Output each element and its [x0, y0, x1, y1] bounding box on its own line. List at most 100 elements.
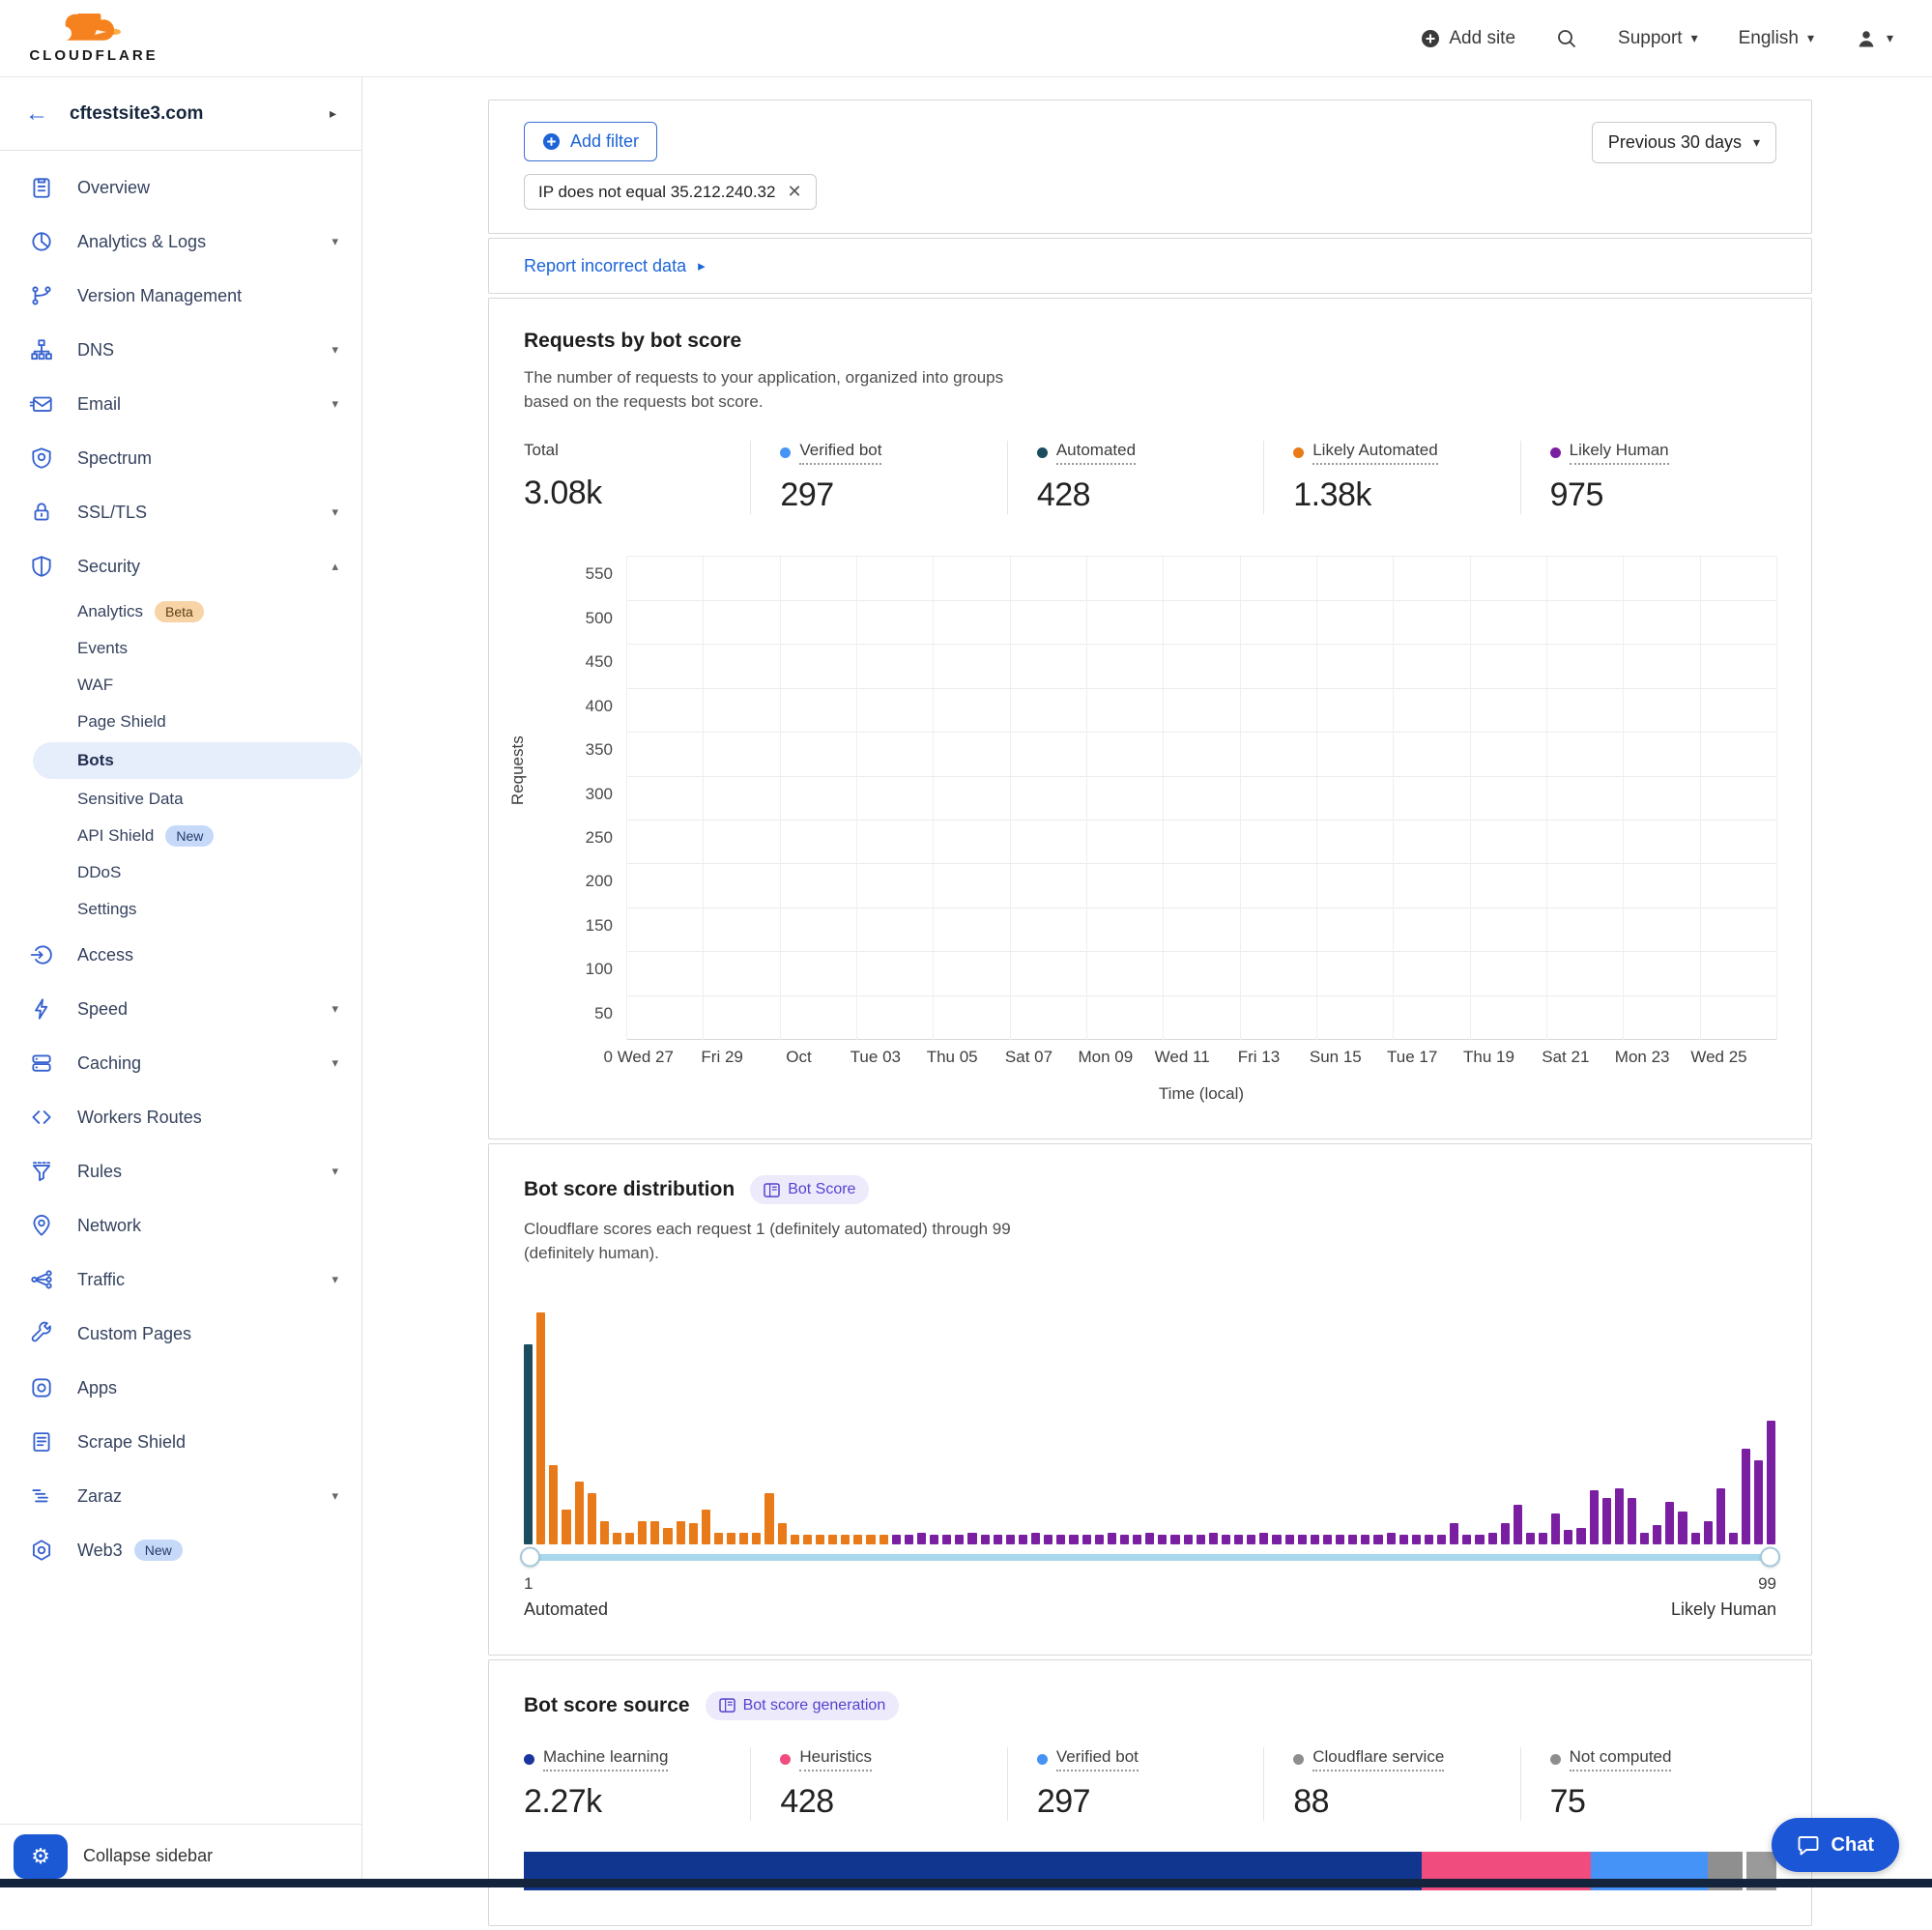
sidebar-item-network[interactable]: Network	[0, 1198, 361, 1253]
sidebar-item-custom-pages[interactable]: Custom Pages	[0, 1307, 361, 1361]
quick-settings-button[interactable]: ⚙	[14, 1834, 68, 1879]
add-site-button[interactable]: Add site	[1421, 28, 1515, 49]
sidebar-item-analytics-logs[interactable]: Analytics & Logs▾	[0, 215, 361, 269]
pie-icon	[29, 229, 54, 254]
search-icon	[1556, 28, 1577, 49]
histogram-bar-score-7	[600, 1521, 609, 1544]
sidebar-item-access[interactable]: Access	[0, 928, 361, 982]
chevron-down-icon: ▾	[332, 1272, 338, 1287]
histogram-bar-score-25	[828, 1535, 837, 1544]
histogram-bar-score-97	[1742, 1449, 1750, 1543]
histogram-bar-score-83	[1564, 1530, 1572, 1543]
sidebar-item-version-management[interactable]: Version Management	[0, 269, 361, 323]
sidebar-item-label: Email	[77, 394, 121, 415]
sidebar-subitem-events[interactable]: Events	[0, 630, 361, 667]
chevron-down-icon: ▾	[332, 1001, 338, 1017]
chevron-down-icon: ▾	[1691, 30, 1698, 46]
bot-score-generation-pill[interactable]: Bot score generation	[706, 1691, 900, 1720]
histogram-bar-score-38	[994, 1535, 1002, 1544]
y-axis-label: Requests	[508, 736, 528, 806]
sidebar-subitem-ddos[interactable]: DDoS	[0, 854, 361, 891]
search-button[interactable]	[1556, 28, 1577, 49]
histogram-bar-score-96	[1729, 1533, 1738, 1544]
histogram-bar-score-41	[1031, 1533, 1040, 1544]
language-menu[interactable]: English▾	[1739, 28, 1814, 49]
sidebar-item-ssl-tls[interactable]: SSL/TLS▾	[0, 485, 361, 539]
sidebar-item-scrape-shield[interactable]: Scrape Shield	[0, 1415, 361, 1469]
histogram-bar-score-59	[1259, 1533, 1268, 1544]
histogram-bar-score-44	[1069, 1535, 1078, 1544]
sidebar-subitem-label: DDoS	[77, 863, 121, 882]
sidebar-item-overview[interactable]: Overview	[0, 160, 361, 215]
sidebar-item-caching[interactable]: Caching▾	[0, 1036, 361, 1090]
stat-value: 428	[1037, 476, 1263, 514]
x-tick-label: Sun 15	[1310, 1048, 1362, 1067]
sidebar-subitem-settings[interactable]: Settings	[0, 891, 361, 928]
histogram-bar-score-79	[1514, 1505, 1522, 1544]
database-icon	[29, 1051, 54, 1076]
histogram-bar-score-13	[677, 1521, 685, 1544]
cloudflare-cloud-icon	[58, 14, 130, 46]
sidebar-subitem-page-shield[interactable]: Page Shield	[0, 704, 361, 740]
sidebar-item-apps[interactable]: Apps	[0, 1361, 361, 1415]
beta-badge: Beta	[155, 601, 204, 622]
histogram-bar-score-14	[689, 1523, 698, 1544]
histogram-bar-score-33	[930, 1535, 938, 1544]
chat-button[interactable]: Chat	[1772, 1818, 1899, 1872]
slider-handle-min[interactable]	[520, 1547, 540, 1568]
sidebar-item-email[interactable]: Email▾	[0, 377, 361, 431]
histogram-bar-score-62	[1298, 1535, 1307, 1544]
bot-score-pill[interactable]: Bot Score	[750, 1175, 869, 1204]
histogram-bar-score-15	[702, 1510, 710, 1544]
histogram-bar-score-81	[1539, 1533, 1547, 1544]
sidebar-item-security[interactable]: Security▴	[0, 539, 361, 593]
sidebar-item-label: Custom Pages	[77, 1324, 191, 1344]
new-badge: New	[134, 1540, 183, 1561]
histogram-bar-score-28	[866, 1535, 875, 1544]
sidebar-item-workers-routes[interactable]: Workers Routes	[0, 1090, 361, 1144]
card-description: The number of requests to your applicati…	[524, 366, 1046, 414]
sidebar-item-label: DNS	[77, 340, 114, 360]
chevron-right-icon[interactable]: ▸	[330, 105, 336, 122]
report-incorrect-data-link[interactable]: Report incorrect data ▸	[524, 256, 706, 276]
histogram-bar-score-72	[1425, 1535, 1433, 1544]
sidebar-subitem-label: Sensitive Data	[77, 790, 184, 809]
back-arrow-icon[interactable]: ←	[25, 101, 48, 128]
histogram-bar-score-39	[1006, 1535, 1015, 1544]
score-range-slider[interactable]	[524, 1554, 1776, 1561]
lock-icon	[29, 500, 54, 525]
sidebar-item-rules[interactable]: Rules▾	[0, 1144, 361, 1198]
sidebar-item-spectrum[interactable]: Spectrum	[0, 431, 361, 485]
legend-dot	[780, 1754, 791, 1765]
sidebar-subitem-bots[interactable]: Bots	[33, 742, 361, 779]
book-icon	[719, 1698, 735, 1713]
slider-handle-max[interactable]	[1760, 1547, 1780, 1568]
legend-dot	[780, 447, 791, 458]
date-range-dropdown[interactable]: Previous 30 days▾	[1592, 122, 1776, 163]
cloudflare-logo[interactable]: CLOUDFLARE	[21, 14, 166, 64]
histogram-bar-score-70	[1399, 1535, 1408, 1544]
histogram-bar-score-4	[562, 1510, 570, 1544]
card-title: Bot score source	[524, 1694, 690, 1717]
sidebar-item-speed[interactable]: Speed▾	[0, 982, 361, 1036]
sidebar-subitem-waf[interactable]: WAF	[0, 667, 361, 704]
sidebar-subitem-sensitive-data[interactable]: Sensitive Data	[0, 781, 361, 818]
close-icon[interactable]: ✕	[787, 182, 801, 202]
x-tick-label: Mon 23	[1615, 1048, 1670, 1067]
sidebar-item-traffic[interactable]: Traffic▾	[0, 1253, 361, 1307]
sidebar-item-dns[interactable]: DNS▾	[0, 323, 361, 377]
filter-chip[interactable]: IP does not equal 35.212.240.32 ✕	[524, 174, 817, 210]
y-tick-label: 550	[586, 564, 613, 584]
add-filter-button[interactable]: Add filter	[524, 122, 657, 161]
histogram-bar-score-12	[663, 1528, 672, 1544]
x-tick-label: Tue 17	[1387, 1048, 1437, 1067]
sidebar-item-zaraz[interactable]: Zaraz▾	[0, 1469, 361, 1523]
collapse-sidebar-button[interactable]: Collapse sidebar	[83, 1846, 213, 1866]
account-menu[interactable]: ▾	[1855, 27, 1893, 50]
sidebar-item-label: Analytics & Logs	[77, 232, 206, 252]
support-menu[interactable]: Support▾	[1618, 28, 1698, 49]
